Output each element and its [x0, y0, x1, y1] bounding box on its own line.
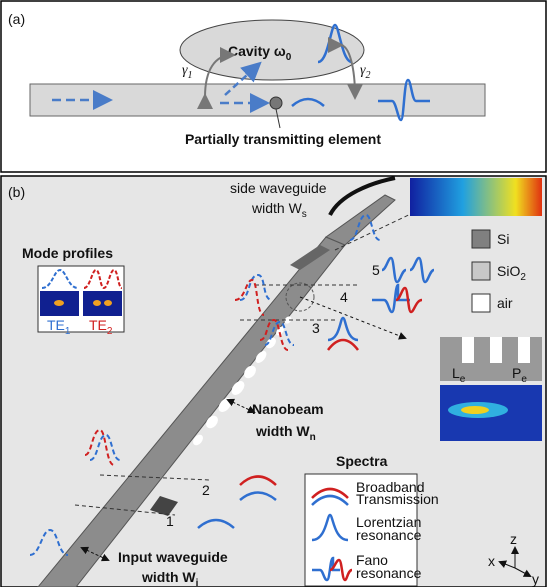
material-label: air — [497, 295, 513, 311]
axis-label: z — [510, 531, 517, 547]
sub: e — [521, 374, 527, 385]
legend-label: resonance — [356, 565, 422, 581]
gamma-sub: 1 — [188, 70, 193, 81]
element-label: Partially transmitting element — [185, 131, 381, 147]
legend-label: resonance — [356, 527, 422, 543]
sub: i — [196, 578, 199, 587]
cavity-sub: 0 — [286, 52, 292, 63]
sub: 1 — [65, 326, 71, 337]
field-map — [410, 178, 542, 216]
te1-spot — [54, 300, 64, 306]
te2-spot — [104, 300, 112, 306]
text: TE — [89, 317, 107, 333]
axis-label: x — [488, 553, 495, 569]
sub: s — [302, 209, 307, 220]
text: SiO — [497, 263, 520, 279]
input-label: width Wi — [141, 569, 199, 587]
side-waveguide-label: side waveguide — [230, 180, 327, 196]
axis-label: y — [532, 571, 539, 587]
sub: 2 — [520, 272, 526, 283]
input-label: Input waveguide — [118, 549, 228, 565]
position-label: 2 — [202, 482, 210, 498]
gamma-sub: 2 — [366, 70, 371, 81]
text: width W — [255, 423, 310, 439]
position-label: 3 — [312, 320, 320, 336]
spectra-title: Spectra — [336, 453, 388, 469]
element-dot — [270, 97, 282, 109]
panel-label: (a) — [8, 11, 25, 27]
sub: e — [460, 374, 466, 385]
material-swatch — [472, 230, 490, 248]
panel-b: (b) side waveguide — [1, 176, 546, 587]
field-spot — [461, 406, 489, 414]
material-swatch — [472, 294, 490, 312]
te2-field — [83, 291, 122, 316]
sub: 2 — [107, 326, 113, 337]
text: TE — [47, 317, 65, 333]
material-label: Si — [497, 231, 509, 247]
text: P — [512, 365, 521, 381]
figure: (a) Cavity ω0 γ1 γ2 Partially transmitti… — [0, 0, 547, 587]
text: width W — [251, 200, 303, 216]
position-label: 1 — [166, 513, 174, 529]
hole-profile — [490, 337, 502, 363]
position-label: 4 — [340, 289, 348, 305]
te2-spot — [93, 300, 101, 306]
text: width W — [141, 569, 196, 585]
panel-a: (a) Cavity ω0 γ1 γ2 Partially transmitti… — [1, 1, 546, 172]
material-swatch — [472, 262, 490, 280]
hole-profile — [462, 337, 474, 363]
cavity-text: Cavity ω — [228, 43, 286, 59]
nanobeam-label: Nanobeam — [252, 401, 324, 417]
legend-label: Transmission — [356, 491, 439, 507]
text: L — [452, 365, 460, 381]
panel-label: (b) — [8, 184, 25, 200]
hole-profile — [518, 337, 530, 363]
sub: n — [310, 432, 316, 443]
mode-profiles-title: Mode profiles — [22, 245, 113, 261]
position-label: 5 — [372, 262, 380, 278]
